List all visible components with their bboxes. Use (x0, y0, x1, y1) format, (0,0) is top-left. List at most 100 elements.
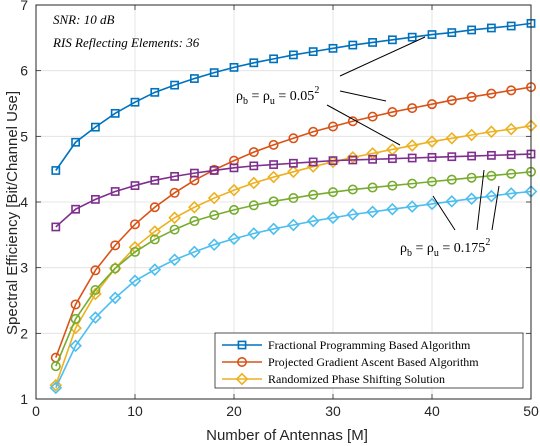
data-point (90, 265, 101, 276)
x-tick-label: 10 (127, 403, 143, 419)
ris-annotation: RIS Reflecting Elements: 36 (52, 35, 200, 50)
data-point (268, 139, 279, 150)
rho-b-symbol: ρ (400, 241, 407, 256)
data-point (209, 210, 220, 221)
data-point (506, 85, 517, 96)
data-point (188, 245, 201, 259)
data-point (465, 128, 478, 142)
series-line (55, 170, 532, 367)
data-point (227, 232, 241, 246)
data-point (248, 200, 259, 211)
rho-b-symbol: ρ (236, 89, 243, 104)
data-point (287, 165, 300, 179)
legend-marker (237, 356, 248, 367)
data-point (249, 58, 259, 68)
data-point (249, 161, 259, 171)
data-point (267, 222, 280, 236)
data-point (209, 166, 219, 175)
data-point (387, 107, 398, 118)
x-tick-label: 40 (424, 403, 440, 419)
data-point (387, 180, 398, 191)
data-point (486, 150, 496, 160)
data-point (504, 122, 518, 136)
data-point (367, 111, 378, 122)
data-point (71, 137, 80, 147)
rho-value-high: = 0.05 (275, 89, 314, 104)
legend-entry: Projected Gradient Ascent Based Algorith… (222, 355, 479, 369)
data-point (168, 253, 181, 267)
data-point (427, 152, 437, 162)
data-point (130, 97, 140, 107)
data-point (150, 87, 160, 97)
data-point (51, 222, 61, 232)
data-point (308, 126, 319, 137)
series-line (55, 86, 532, 358)
data-point (70, 299, 81, 310)
rho-b-subscript: b (407, 248, 412, 259)
data-point (130, 246, 141, 257)
series-5 (50, 166, 536, 372)
data-point (506, 168, 517, 179)
data-point (486, 88, 497, 99)
ticks: 0 10 20 30 40 50 1 2 3 4 5 6 7 (20, 0, 539, 419)
y-tick-label: 7 (20, 0, 28, 13)
data-point (110, 263, 121, 274)
legend-label: Projected Gradient Ascent Based Algorith… (268, 355, 479, 369)
data-point (207, 238, 221, 252)
data-point (425, 197, 439, 211)
data-point (130, 181, 140, 190)
y-tick-label: 6 (20, 63, 28, 79)
data-point (288, 50, 298, 60)
data-point (465, 192, 478, 206)
data-point (326, 211, 340, 225)
data-point (467, 151, 476, 161)
rho-exponent-high: 2 (314, 85, 319, 96)
data-point (110, 240, 121, 251)
data-point (51, 166, 61, 175)
data-point (108, 291, 122, 305)
x-tick-label: 20 (226, 403, 242, 419)
data-point (247, 227, 261, 240)
data-point (308, 47, 318, 57)
data-point (485, 125, 498, 139)
data-point (446, 174, 457, 185)
data-point (268, 196, 279, 207)
data-point (267, 170, 280, 184)
data-point (407, 103, 418, 114)
legend-entry: Randomized Phase Shifting Solution (222, 372, 445, 386)
data-point (328, 156, 338, 166)
data-point (189, 216, 200, 227)
data-point (288, 158, 298, 168)
data-point (348, 40, 358, 50)
x-tick-label: 50 (523, 403, 539, 419)
series-layer (49, 18, 538, 395)
data-point (148, 225, 162, 238)
data-point (405, 200, 419, 213)
data-point (269, 160, 278, 169)
data-point (149, 202, 160, 213)
data-point (150, 175, 160, 185)
legend-entry: Fractional Programming Based Algorithm (222, 338, 471, 352)
data-point (445, 195, 459, 208)
series-line (55, 153, 532, 228)
data-point (91, 194, 100, 204)
data-point (367, 182, 378, 193)
data-point (170, 80, 179, 90)
data-point (504, 187, 518, 200)
legend-marker (237, 340, 247, 350)
data-point (426, 176, 437, 187)
y-tick-label: 2 (20, 325, 28, 341)
data-point (407, 32, 417, 42)
data-point (169, 224, 180, 235)
data-point (407, 178, 418, 189)
legend-marker (235, 372, 249, 386)
data-point (188, 200, 201, 214)
data-point (467, 25, 476, 35)
data-point (506, 21, 516, 31)
data-point (446, 95, 457, 106)
rho-u-subscript: u (270, 96, 275, 107)
x-tick-label: 0 (32, 403, 40, 419)
data-point (387, 154, 397, 164)
